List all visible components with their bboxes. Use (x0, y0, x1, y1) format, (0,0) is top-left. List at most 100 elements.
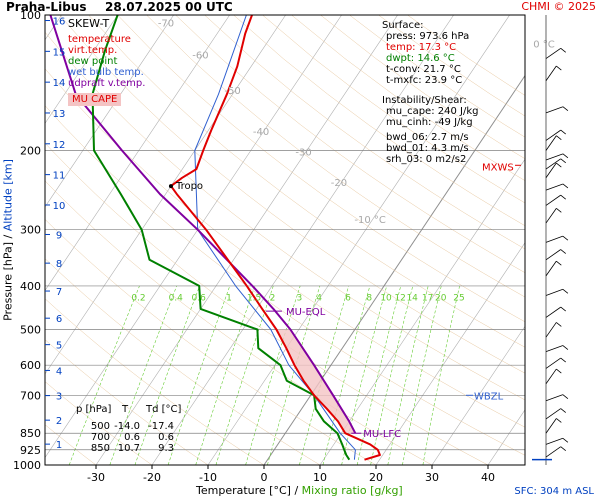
wind-barb-feather (560, 47, 566, 53)
tropopause-marker (168, 184, 173, 189)
levels-header-t: T (122, 404, 129, 415)
pressure-tick-label: 600 (20, 359, 41, 372)
altitude-tick-label: 11 (53, 171, 66, 182)
altitude-tick-label: 5 (56, 341, 62, 352)
mixing-ratio-label: 3 (297, 293, 303, 303)
surface-info: Surface: press: 973.6 hPa temp: 17.3 °C … (382, 20, 478, 165)
mu-lfc-label: MU-LFC (363, 429, 401, 440)
isotherm-line (151, 15, 454, 465)
isotherm-label: -40 (253, 127, 269, 138)
wind-barb-feather (562, 288, 569, 294)
altitude-tick-label: 10 (53, 201, 66, 212)
levels-cell: 10.7 (117, 443, 140, 454)
wind-barb-feather (562, 235, 569, 241)
dry-adiabat (45, 68, 525, 428)
wind-barb (545, 208, 557, 224)
wind-barb-feather (556, 322, 562, 327)
wind-barb (545, 345, 564, 353)
altitude-tick-label: 4 (56, 366, 62, 377)
instability-heading: Instability/Shear: (382, 95, 467, 106)
isotherm-line (207, 15, 510, 465)
pressure-tick-label: 1000 (13, 459, 41, 472)
levels-header-td: Td [°C] (146, 404, 182, 415)
pressure-tick-label: 400 (20, 280, 41, 293)
wind-barb (545, 249, 561, 261)
instability-bwd01: bwd_01: 4.3 m/s (386, 143, 469, 154)
dry-adiabat (204, 15, 525, 250)
plot-background (44, 14, 526, 466)
wind-barb-feather (562, 106, 569, 112)
wind-barb (545, 183, 564, 191)
y-axis-title-pressure: Pressure [hPa] (1, 241, 15, 321)
isotherm-label: -20 (331, 178, 347, 189)
wind-barb (545, 446, 561, 458)
isotherm-label: -70 (158, 18, 174, 29)
wind-barb (545, 65, 557, 81)
legend-item-virt-temp: virt.temp. (68, 45, 118, 56)
levels-cell: -14.0 (114, 421, 140, 432)
wind-barb (545, 437, 564, 445)
wind-barb-feather (556, 208, 562, 213)
pressure-tick-label: 700 (20, 389, 41, 402)
wind-barb (545, 47, 561, 59)
levels-header-p: p [hPa] (76, 404, 112, 415)
x-tick-label: 30 (425, 471, 439, 484)
legend-item-updraft: udpraft v.temp. (68, 78, 146, 89)
x-tick-label: -10 (199, 471, 217, 484)
isotherm-line (45, 15, 174, 208)
wind-barb (545, 235, 564, 243)
dry-adiabat (175, 15, 525, 274)
instability-mu-cinh: mu_cinh: -49 J/kg (386, 117, 473, 128)
legend-item-wet-bulb: wet bulb temp. (68, 67, 144, 78)
wind-barb (545, 418, 557, 434)
updraft-vtemp-line (49, 15, 357, 434)
levels-cell: 0.6 (158, 432, 174, 443)
wind-barb (545, 394, 564, 402)
x-axis-title-sep: / (294, 484, 299, 497)
sfc-label: SFC: 304 m ASL (514, 486, 594, 497)
surface-tconv: t-conv: 21.7 °C (386, 64, 461, 75)
legend: SKEW-T temperature virt.temp. dew point … (68, 18, 145, 106)
x-tick-label: 40 (481, 471, 495, 484)
wind-barb-feather (556, 418, 562, 423)
dry-adiabat (146, 15, 525, 298)
levels-cell: 500 (90, 421, 110, 432)
levels-cell: 850 (90, 443, 110, 454)
wind-barb-feather (560, 408, 566, 413)
copyright: CHMI © 2025 (521, 0, 596, 13)
wind-barb-feather (562, 394, 569, 399)
altitude-tick-label: 7 (56, 287, 62, 298)
legend-title: SKEW-T (68, 17, 110, 30)
wind-barb-feather (560, 194, 566, 200)
y-axis-title-inner: Pressure [hPa] / Altitude [km] (2, 159, 15, 321)
mixing-ratio-label: 2 (270, 293, 276, 303)
altitude-tick-label: 3 (56, 392, 62, 403)
pressure-tick-label: 850 (20, 427, 41, 440)
legend-item-temperature: temperature (68, 34, 131, 45)
cape-area (276, 329, 356, 434)
pressure-tick-label: 500 (20, 324, 41, 337)
isotherm-line (45, 15, 230, 291)
wind-barb (545, 106, 564, 114)
wind-barb (545, 260, 557, 277)
isotherm-label: -50 (224, 86, 240, 97)
dry-adiabat (45, 31, 525, 401)
altitude-tick-label: 13 (53, 109, 66, 120)
altitude-tick-label: 12 (53, 140, 66, 151)
pressure-tick-label: 300 (20, 224, 41, 237)
surface-tmxfc: t-mxfc: 23.9 °C (386, 75, 463, 86)
wind-barb (545, 357, 561, 369)
isotherm-label: 0 °C (533, 39, 555, 50)
mixing-ratio-label: 25 (453, 293, 464, 303)
altitude-tick-label: 2 (56, 416, 62, 427)
wind-barb-feather (556, 65, 562, 71)
surface-temp: temp: 17.3 °C (386, 42, 457, 53)
mixing-ratio-line (134, 285, 200, 465)
mu-eql-label: MU-EQL (286, 307, 326, 318)
wind-barb-feather (556, 135, 562, 141)
mixing-ratio-line (109, 285, 177, 465)
mixing-ratio-label: 0.2 (131, 293, 145, 303)
mxws-label: MXWS (482, 162, 514, 173)
mixing-ratio-label: 8 (366, 293, 372, 303)
surface-press: press: 973.6 hPa (386, 31, 470, 42)
